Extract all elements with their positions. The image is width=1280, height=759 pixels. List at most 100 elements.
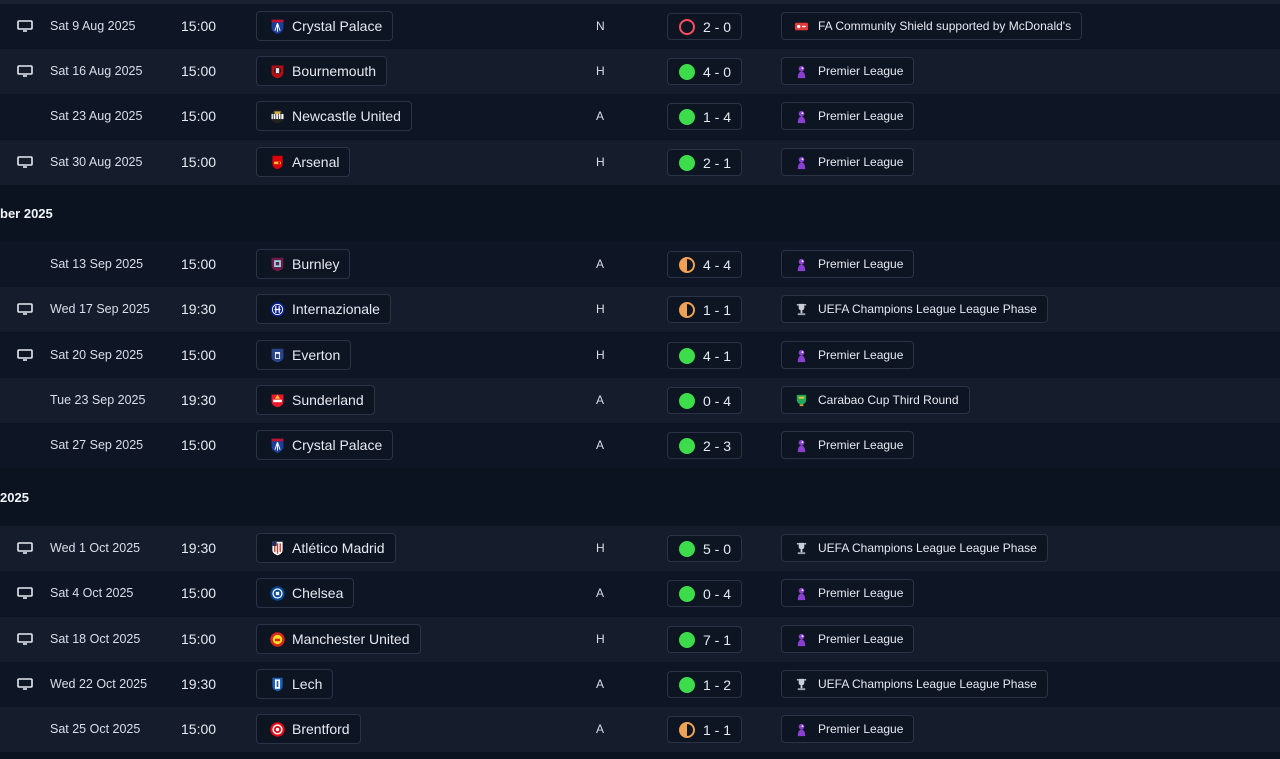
opponent-button[interactable]: Lech [256,669,334,699]
man-united-crest-icon [269,631,286,648]
match-score-button[interactable]: 1 - 1 [667,296,743,323]
competition-button[interactable]: Premier League [781,715,915,743]
fixture-date: Sat 16 Aug 2025 [50,64,143,78]
tv-icon [17,155,33,168]
loss-result-icon [679,18,695,35]
opponent-button[interactable]: Manchester United [256,624,421,654]
opponent-name: Lech [292,676,323,692]
inter-crest-icon [269,301,286,318]
competition-button[interactable]: Premier League [781,341,915,369]
venue-indicator: H [596,155,605,169]
fixture-date: Sat 13 Sep 2025 [50,257,144,271]
sunderland-crest-icon [269,392,286,409]
bournemouth-crest-icon [269,63,286,80]
match-score-button[interactable]: 1 - 4 [667,103,743,130]
opponent-name: Arsenal [292,154,340,170]
opponent-name: Sunderland [292,392,364,408]
crystal-palace-crest-icon [269,437,286,454]
competition-button[interactable]: Premier League [781,57,915,85]
score-text: 1 - 2 [703,676,732,693]
opponent-button[interactable]: Burnley [256,249,351,279]
win-result-icon [679,585,695,602]
opponent-name: Crystal Palace [292,18,383,34]
match-score-button[interactable]: 4 - 1 [667,342,743,369]
score-text: 0 - 4 [703,392,732,409]
fixture-row[interactable]: Sat 13 Sep 2025 15:00 Burnley A 4 - 4 Premier… [0,242,1280,287]
fixture-date: Sat 30 Aug 2025 [50,155,143,169]
venue-indicator: A [596,722,605,736]
tv-icon [17,302,33,315]
match-score-button[interactable]: 4 - 4 [667,251,743,278]
win-result-icon [679,631,695,648]
competition-name: Premier League [818,348,904,362]
competition-button[interactable]: Premier League [781,625,915,653]
opponent-button[interactable]: Crystal Palace [256,430,394,460]
community-shield-icon [794,19,809,34]
competition-button[interactable]: Premier League [781,250,915,278]
opponent-button[interactable]: Sunderland [256,385,375,415]
fixture-row[interactable]: Tue 23 Sep 2025 19:30 Sunderland A 0 - 4 Cara… [0,378,1280,423]
venue-indicator: A [596,677,605,691]
brentford-crest-icon [269,721,286,738]
opponent-button[interactable]: Atlético Madrid [256,533,396,563]
competition-button[interactable]: UEFA Champions League League Phase [781,534,1048,562]
premier-league-icon [794,155,809,170]
fixture-row[interactable]: Wed 17 Sep 2025 19:30 Internazionale H 1 - 1… [0,287,1280,332]
match-score-button[interactable]: 2 - 1 [667,149,743,176]
fixture-date: Wed 1 Oct 2025 [50,541,141,555]
match-score-button[interactable]: 1 - 2 [667,671,743,698]
competition-button[interactable]: Premier League [781,431,915,459]
fixture-row[interactable]: Wed 1 Oct 2025 19:30 Atlético Madrid H 5 - 0… [0,526,1280,571]
fixture-row[interactable]: Sat 25 Oct 2025 15:00 Brentford A 1 - 1 Premi… [0,707,1280,752]
kickoff-time: 15:00 [181,437,217,453]
fixture-row[interactable]: Sat 4 Oct 2025 15:00 Chelsea A 0 - 4 Premier … [0,571,1280,616]
fixture-row[interactable]: Sat 27 Sep 2025 15:00 Crystal Palace A 2 - 3… [0,423,1280,468]
match-score-button[interactable]: 2 - 3 [667,432,743,459]
fixture-row[interactable]: Sat 18 Oct 2025 15:00 Manchester United H 7 … [0,617,1280,662]
opponent-name: Chelsea [292,585,344,601]
fixture-row[interactable]: Sat 30 Aug 2025 15:00 Arsenal H 2 - 1 Premier… [0,140,1280,185]
venue-indicator: A [596,393,605,407]
atletico-crest-icon [269,540,286,557]
score-text: 1 - 1 [703,301,732,318]
venue-indicator: H [596,632,605,646]
match-score-button[interactable]: 1 - 1 [667,716,743,743]
win-result-icon [679,63,695,80]
fixture-row[interactable]: Wed 22 Oct 2025 19:30 Lech A 1 - 2 UEFA Champ… [0,662,1280,707]
opponent-button[interactable]: Brentford [256,714,361,744]
competition-name: Premier League [818,722,904,736]
fixture-date: Sat 23 Aug 2025 [50,109,143,123]
fixture-row[interactable]: Sat 16 Aug 2025 15:00 Bournemouth H 4 - 0 Pre… [0,49,1280,94]
competition-button[interactable]: Premier League [781,102,915,130]
win-result-icon [679,347,695,364]
match-score-button[interactable]: 5 - 0 [667,535,743,562]
competition-button[interactable]: UEFA Champions League League Phase [781,670,1048,698]
fixture-row[interactable]: Sat 23 Aug 2025 15:00 Newcastle United A 1 -… [0,94,1280,139]
opponent-button[interactable]: Internazionale [256,294,391,324]
kickoff-time: 15:00 [181,585,217,601]
competition-button[interactable]: Premier League [781,148,915,176]
match-score-button[interactable]: 0 - 4 [667,387,743,414]
opponent-button[interactable]: Bournemouth [256,56,388,86]
champions-league-icon [794,302,809,317]
opponent-button[interactable]: Newcastle United [256,101,412,131]
competition-button[interactable]: Carabao Cup Third Round [781,386,970,414]
venue-indicator: A [596,586,605,600]
opponent-button[interactable]: Chelsea [256,578,355,608]
opponent-button[interactable]: Arsenal [256,147,351,177]
everton-crest-icon [269,347,286,364]
fixture-row[interactable]: Sat 20 Sep 2025 15:00 Everton H 4 - 1 Premier… [0,333,1280,378]
competition-button[interactable]: Premier League [781,579,915,607]
fixture-row[interactable]: Sat 9 Aug 2025 15:00 Crystal Palace N 2 - 0 F… [0,4,1280,49]
match-score-button[interactable]: 0 - 4 [667,580,743,607]
score-text: 7 - 1 [703,631,732,648]
match-score-button[interactable]: 7 - 1 [667,626,743,653]
opponent-button[interactable]: Crystal Palace [256,11,394,41]
champions-league-icon [794,541,809,556]
match-score-button[interactable]: 4 - 0 [667,58,743,85]
match-score-button[interactable]: 2 - 0 [667,13,743,40]
opponent-button[interactable]: Everton [256,340,352,370]
competition-button[interactable]: FA Community Shield supported by McDonal… [781,12,1083,40]
score-text: 2 - 0 [703,18,732,35]
competition-button[interactable]: UEFA Champions League League Phase [781,295,1048,323]
